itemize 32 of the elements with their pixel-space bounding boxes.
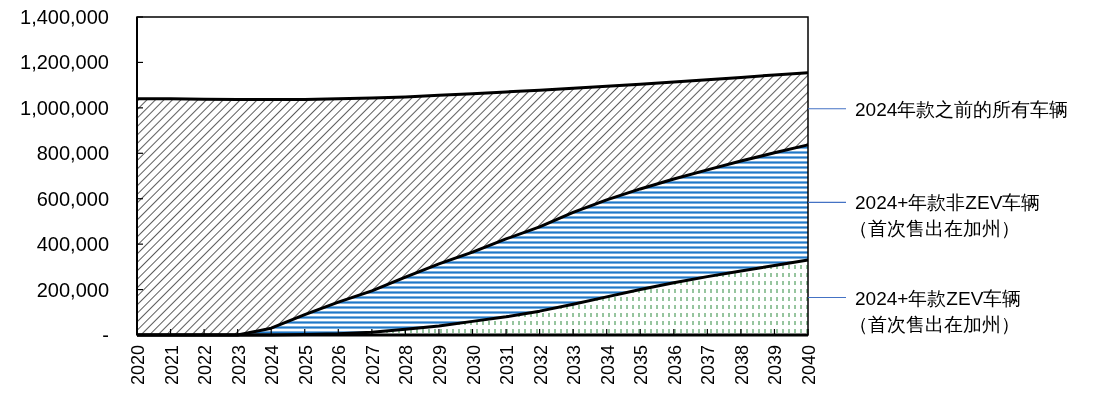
y-tick-label: 1,400,000 bbox=[20, 6, 109, 28]
x-tick-label: 2022 bbox=[195, 345, 216, 386]
x-tick-label: 2020 bbox=[128, 345, 148, 386]
text: 2024年款之前的所有车辆 bbox=[855, 98, 1069, 120]
x-tick-label: 2040 bbox=[799, 345, 819, 386]
x-tick-label: 2023 bbox=[228, 345, 249, 386]
x-tick-label: 2036 bbox=[664, 345, 685, 386]
x-tick-label: 2029 bbox=[429, 345, 450, 386]
x-tick-label: 2035 bbox=[631, 345, 652, 386]
y-tick-label: 600,000 bbox=[36, 187, 109, 210]
x-tick-label: 2039 bbox=[765, 345, 786, 386]
x-tick-label: 2031 bbox=[497, 345, 518, 386]
y-tick-label: - bbox=[102, 324, 109, 346]
x-tick-label: 2028 bbox=[396, 345, 417, 386]
y-tick-label: 400,000 bbox=[36, 233, 109, 256]
x-tick-label: 2034 bbox=[597, 345, 618, 386]
x-tick-label: 2033 bbox=[564, 345, 585, 386]
y-tick-label: 800,000 bbox=[36, 142, 109, 165]
text: 2024+年款非ZEV车辆（首次售出在加州） bbox=[849, 192, 1041, 240]
x-tick-label: 2021 bbox=[161, 345, 182, 386]
y-tick-label: 1,000,000 bbox=[20, 96, 109, 119]
y-tick-label: 1,200,000 bbox=[20, 51, 109, 74]
x-tick-label: 2030 bbox=[463, 345, 484, 386]
text: 2024+年款ZEV车辆（首次售出在加州） bbox=[849, 287, 1022, 335]
x-tick-label: 2024 bbox=[262, 345, 283, 386]
x-tick-label: 2027 bbox=[362, 345, 383, 386]
y-tick-label: 200,000 bbox=[36, 278, 109, 301]
x-tick-label: 2037 bbox=[698, 345, 719, 386]
x-tick-label: 2025 bbox=[295, 345, 316, 386]
x-tick-label: 2038 bbox=[731, 345, 752, 386]
x-tick-label: 2032 bbox=[530, 345, 551, 386]
x-tick-label: 2026 bbox=[329, 345, 350, 386]
